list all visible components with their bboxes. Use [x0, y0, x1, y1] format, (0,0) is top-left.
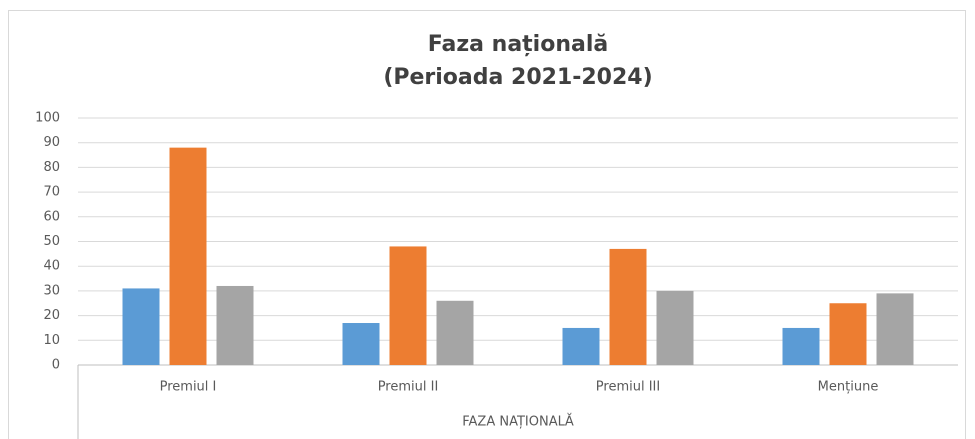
chart-subtitle: (Perioada 2021-2024) — [383, 65, 652, 90]
x-tick-label: Premiul II — [378, 380, 439, 395]
bar — [876, 293, 914, 365]
bar — [782, 327, 820, 365]
bar — [389, 246, 427, 365]
y-tick-label: 0 — [52, 358, 60, 373]
y-tick-label: 60 — [43, 209, 60, 224]
bar — [216, 285, 254, 365]
y-tick-label: 30 — [43, 283, 60, 298]
x-tick-label: Mențiune — [818, 380, 879, 395]
bar — [169, 147, 207, 365]
bar — [562, 327, 600, 365]
y-tick-label: 50 — [43, 234, 60, 249]
x-tick-label: Premiul III — [596, 380, 660, 395]
bar — [342, 323, 380, 365]
x-axis-label: FAZA NAȚIONALĂ — [462, 414, 574, 430]
bar — [436, 300, 474, 365]
y-tick-label: 10 — [43, 333, 60, 348]
y-tick-label: 100 — [35, 111, 60, 126]
y-tick-label: 40 — [43, 259, 60, 274]
y-tick-label: 80 — [43, 160, 60, 175]
chart-title: Faza națională — [428, 32, 608, 57]
bar — [829, 303, 867, 365]
y-tick-label: 20 — [43, 308, 60, 323]
y-tick-label: 70 — [43, 185, 60, 200]
chart-border — [8, 10, 966, 439]
x-tick-label: Premiul I — [160, 380, 217, 395]
y-tick-label: 90 — [43, 135, 60, 150]
bar — [609, 248, 647, 365]
bar — [122, 288, 160, 365]
bar — [656, 290, 694, 365]
